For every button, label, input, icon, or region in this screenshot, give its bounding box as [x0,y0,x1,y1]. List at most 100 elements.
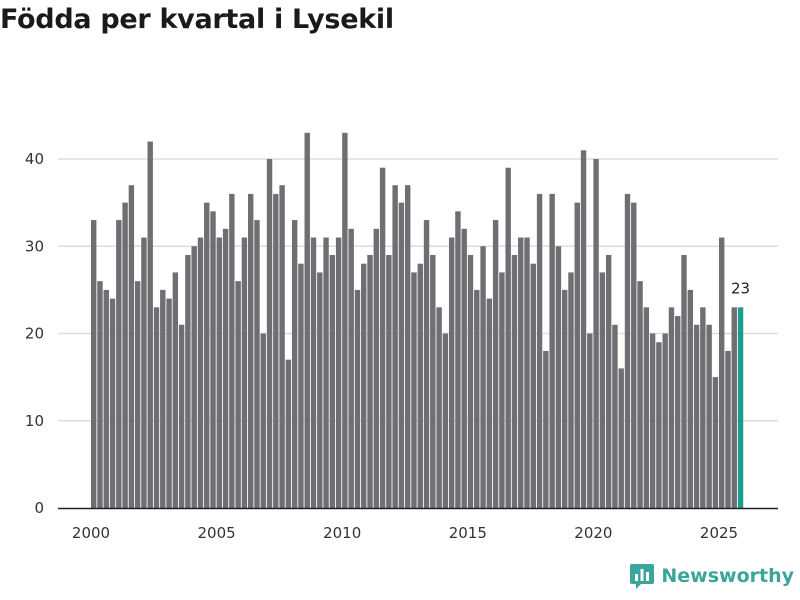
chart-title: Födda per kvartal i Lysekil [0,4,394,35]
y-tick-label: 10 [25,412,44,430]
bar [448,237,455,508]
bar [367,254,373,508]
bar [562,289,568,509]
bar [260,333,266,508]
bar [631,202,637,509]
x-tick-label: 2015 [449,524,487,542]
bar [134,281,141,508]
bar [593,159,599,508]
bar [185,254,191,508]
x-tick-label: 2005 [198,524,236,542]
bar [411,272,417,508]
bar [141,237,147,508]
bar [109,298,116,508]
bar-highlight [737,307,744,508]
bar [643,307,650,508]
bar [442,333,449,508]
bar [612,324,618,508]
y-tick-label: 0 [34,499,44,517]
bar [235,281,241,508]
x-tick-label: 2025 [700,524,738,542]
bar [599,272,606,508]
bar [536,193,543,508]
x-tick-label: 2020 [574,524,612,542]
bar [210,211,216,508]
bar [668,307,675,508]
bar [128,185,135,508]
bar [279,185,285,508]
bar [719,237,725,508]
bar [348,228,354,509]
bar [681,254,687,508]
bar [122,202,128,509]
bars [91,132,744,509]
bar [191,246,197,508]
bar [241,237,248,508]
bar [480,246,486,508]
bar [706,324,712,508]
bar [342,132,348,508]
bar [649,333,656,508]
bar [116,220,122,508]
bar [555,246,562,508]
bar [618,368,624,508]
bar [486,298,493,508]
bar [662,333,668,508]
bar [361,263,367,508]
bar [474,289,480,509]
bar [580,150,587,508]
bar [204,202,210,509]
bar [543,350,549,508]
bar [298,263,304,508]
bar [511,254,518,508]
bar [304,132,310,508]
bar [248,193,254,508]
bar [166,298,172,508]
bar [103,289,109,509]
bar [160,289,166,509]
bar [178,324,185,508]
bar [574,202,580,509]
bar [285,359,292,508]
bar [317,272,323,508]
bar [712,377,719,509]
bar [731,307,737,508]
bar [436,307,442,508]
bar [153,307,160,508]
bar [455,211,461,508]
bar [386,254,392,508]
bar [379,167,386,509]
bar [624,193,631,508]
bar [637,281,643,508]
brand-logo: Newsworthy [629,562,794,590]
bar [392,185,398,508]
bar [254,220,260,508]
bar [172,272,179,508]
bar [229,193,235,508]
bar [530,263,536,508]
brand-name: Newsworthy [661,565,794,587]
bar [549,193,555,508]
bar [91,220,97,508]
x-axis-tick-labels: 2000 2005 2010 2015 2020 2025 [72,524,738,542]
bar [310,237,317,508]
bar [700,307,706,508]
bar [505,167,511,509]
bar [461,228,467,509]
bar [291,220,298,508]
last-value-label: 23 [731,279,750,297]
y-tick-label: 30 [25,237,44,255]
x-tick-label: 2000 [72,524,110,542]
bar [675,316,681,508]
y-axis-tick-labels: 0 10 20 30 40 [25,150,44,517]
bar [335,237,342,508]
bar [656,342,662,509]
bar [499,272,505,508]
bar [518,237,524,508]
bar [216,237,222,508]
bar [354,289,361,509]
y-tick-label: 40 [25,150,44,168]
bar [693,324,700,508]
x-tick-label: 2010 [323,524,361,542]
bar [405,185,411,508]
